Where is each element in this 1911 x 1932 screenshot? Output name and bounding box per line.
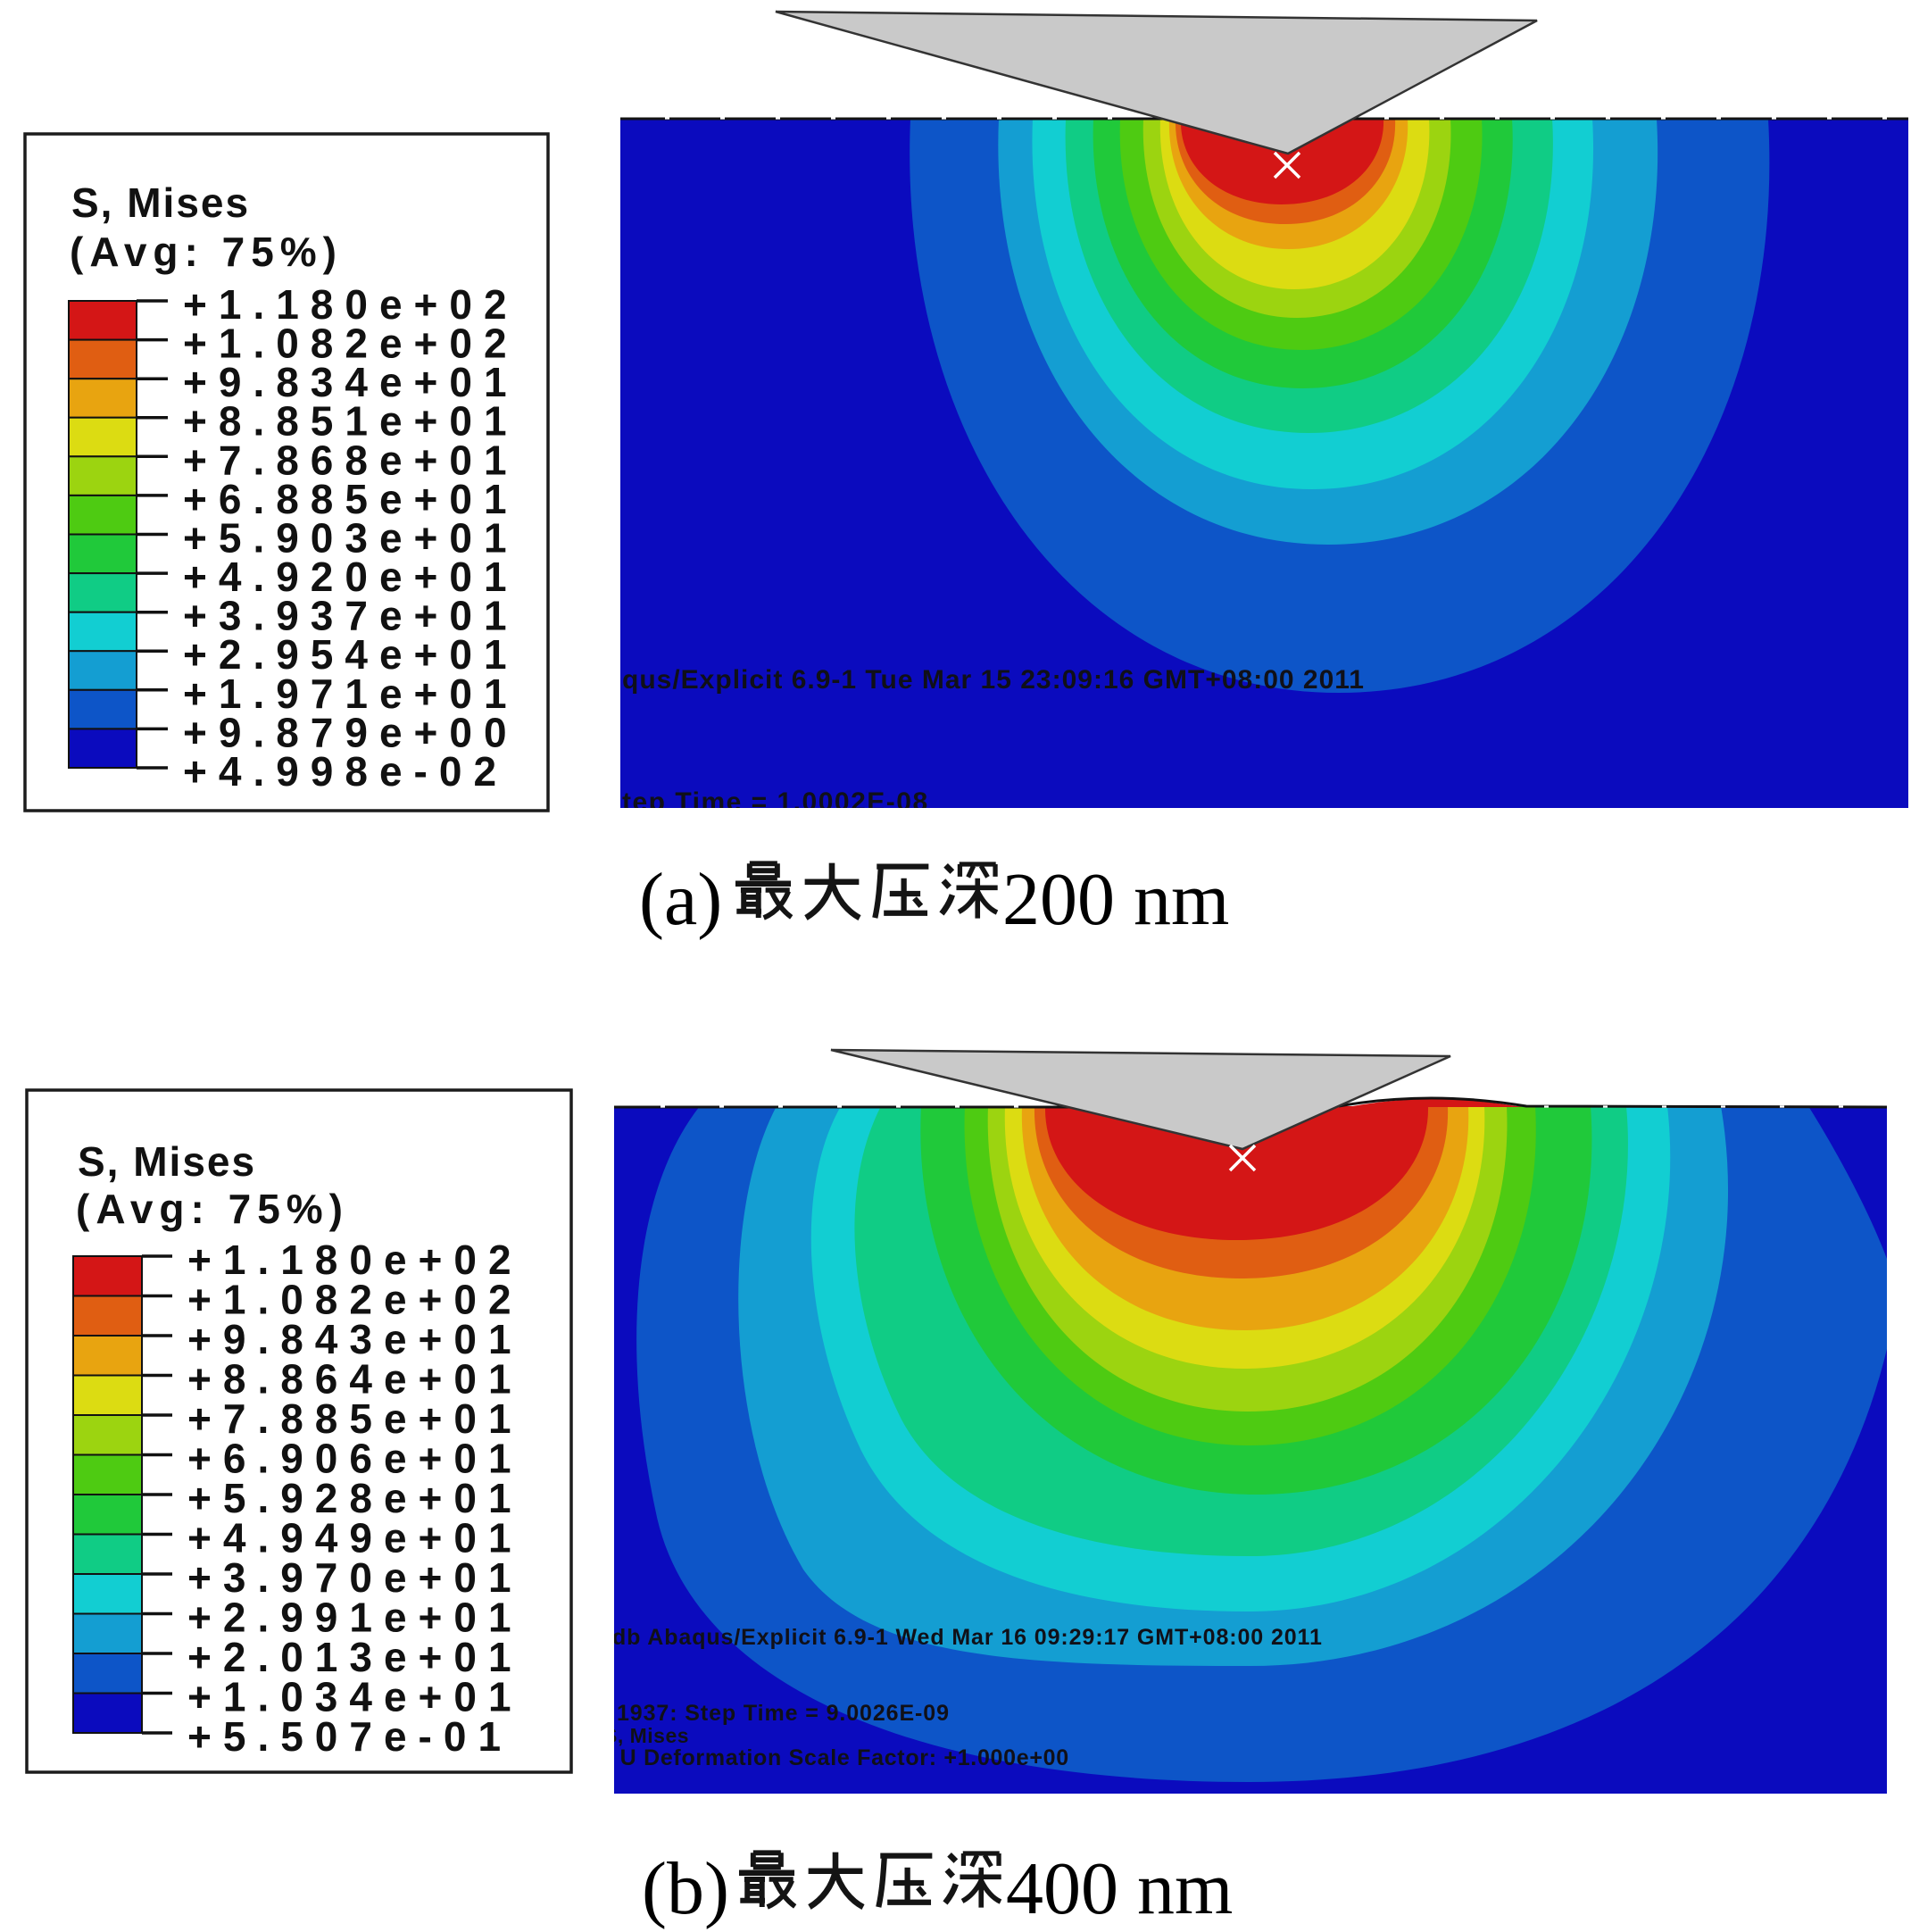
svg-text:+5.903e+01: +5.903e+01 bbox=[183, 515, 519, 562]
svg-text:+9.834e+01: +9.834e+01 bbox=[183, 359, 519, 405]
svg-text:+8.864e+01: +8.864e+01 bbox=[187, 1356, 523, 1403]
svg-text:+1.180e+02: +1.180e+02 bbox=[183, 281, 519, 328]
svg-text:+1.082e+02: +1.082e+02 bbox=[187, 1277, 523, 1323]
svg-text:+2.013e+01: +2.013e+01 bbox=[187, 1634, 523, 1680]
svg-text:400 nm: 400 nm bbox=[1006, 1847, 1233, 1930]
svg-text:+2.991e+01: +2.991e+01 bbox=[187, 1595, 523, 1641]
svg-text:(Avg: 75%): (Avg: 75%) bbox=[70, 229, 343, 275]
svg-text:+6.906e+01: +6.906e+01 bbox=[187, 1436, 523, 1482]
svg-text:+9.879e+00: +9.879e+00 bbox=[183, 709, 519, 755]
svg-text:(b): (b) bbox=[642, 1847, 729, 1930]
svg-text:+3.970e+01: +3.970e+01 bbox=[187, 1554, 523, 1601]
svg-text:S, Mises: S, Mises bbox=[603, 1724, 689, 1747]
svg-text:1937: Step Time = 9.0026E-09: 1937: Step Time = 9.0026E-09 bbox=[617, 1701, 950, 1726]
svg-text:+9.843e+01: +9.843e+01 bbox=[187, 1316, 523, 1362]
svg-text:qus/Explicit 6.9-1 Tue Mar: qus/Explicit 6.9-1 Tue Mar 15 23:09:16 G… bbox=[622, 665, 1365, 695]
svg-text:+2.954e+01: +2.954e+01 bbox=[183, 631, 519, 678]
svg-text:+6.885e+01: +6.885e+01 bbox=[183, 476, 519, 522]
svg-text:+1.180e+02: +1.180e+02 bbox=[187, 1237, 523, 1283]
svg-text:+4.949e+01: +4.949e+01 bbox=[187, 1515, 523, 1561]
svg-text:+1.971e+01: +1.971e+01 bbox=[183, 670, 519, 717]
svg-text:+3.937e+01: +3.937e+01 bbox=[183, 593, 519, 639]
svg-text:200 nm: 200 nm bbox=[1002, 858, 1229, 941]
svg-text:S, Mises: S, Mises bbox=[71, 179, 250, 226]
svg-text:S, Mises: S, Mises bbox=[78, 1138, 256, 1185]
svg-text:+5.507e-01: +5.507e-01 bbox=[187, 1713, 512, 1760]
svg-text:+1.034e+01: +1.034e+01 bbox=[187, 1674, 523, 1720]
svg-text:(a): (a) bbox=[639, 858, 722, 941]
svg-text:+8.851e+01: +8.851e+01 bbox=[183, 398, 519, 445]
svg-text:+4.998e-02: +4.998e-02 bbox=[183, 748, 508, 795]
svg-text:+4.920e+01: +4.920e+01 bbox=[183, 554, 519, 600]
svg-text:+7.868e+01: +7.868e+01 bbox=[183, 437, 519, 483]
svg-text:+1.082e+02: +1.082e+02 bbox=[183, 321, 519, 367]
svg-text:db Abaqus/Explicit 6.9-1: db Abaqus/Explicit 6.9-1 Wed Mar 16 09:2… bbox=[612, 1625, 1323, 1650]
svg-text:+5.928e+01: +5.928e+01 bbox=[187, 1475, 523, 1521]
svg-text:tep Time = 1.0002E-08: tep Time = 1.0002E-08 bbox=[622, 787, 929, 817]
svg-text:+7.885e+01: +7.885e+01 bbox=[187, 1395, 523, 1442]
svg-text:: U Deformation Scale Factor: : U Deformation Scale Factor: +1.000e+00 bbox=[605, 1745, 1069, 1770]
svg-text:(Avg: 75%): (Avg: 75%) bbox=[76, 1186, 349, 1232]
